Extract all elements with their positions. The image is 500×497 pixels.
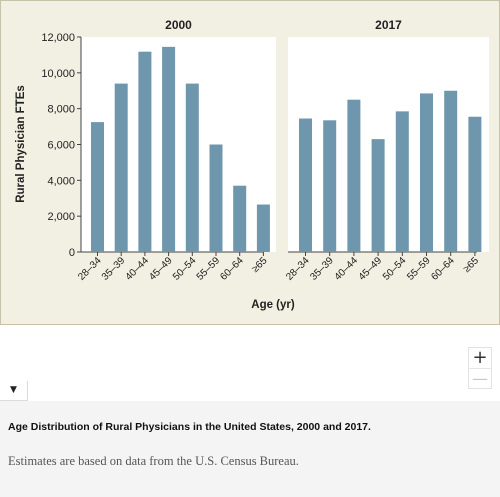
bar-2000-6 [233, 185, 247, 252]
chevron-down-icon: ▼ [10, 385, 17, 395]
caption-panel: Age Distribution of Rural Physicians in … [0, 401, 500, 497]
x-tick-label: 50–54 [381, 255, 409, 283]
y-tick-label: 8,000 [47, 104, 75, 116]
figure-caption-title: Age Distribution of Rural Physicians in … [8, 421, 371, 433]
y-tick-label: 0 [69, 247, 75, 259]
y-axis-title: Rural Physician FTEs [15, 85, 27, 203]
bar-2000-0 [91, 122, 104, 253]
panel-title: 2017 [375, 18, 402, 32]
bar-chart: 0 2,000 4,000 6,000 8,000 10,000 12,000 Rural P… [15, 18, 489, 311]
x-tick-label: 28–34 [284, 255, 312, 283]
x-tick-label: 35–39 [308, 255, 336, 283]
bar-2000-2 [138, 51, 152, 252]
x-tick-label: 28–34 [76, 255, 104, 283]
bar-2017-3 [371, 139, 385, 252]
bar-2017-6 [444, 90, 458, 252]
chart-frame: 0 2,000 4,000 6,000 8,000 10,000 12,000 Rural P… [0, 0, 500, 325]
bar-2000-3 [162, 46, 176, 252]
x-axis-title: Age (yr) [251, 299, 295, 311]
bar-2017-4 [395, 111, 409, 253]
x-tick-label: 40–44 [124, 255, 152, 283]
bar-2017-0 [299, 118, 312, 252]
zoom-out-button[interactable]: — [469, 368, 491, 389]
zoom-in-button[interactable]: + [472, 347, 488, 368]
x-tick-label: 35–39 [100, 255, 128, 283]
bar-2017-5 [420, 93, 433, 252]
x-tick-label: 45–49 [357, 255, 385, 283]
caption-collapse-toggle[interactable]: ▼ [0, 381, 28, 401]
bar-2000-4 [185, 83, 199, 252]
x-tick-label: 55–59 [195, 255, 223, 283]
bar-2000-5 [209, 144, 223, 252]
y-tick-label: 2,000 [47, 211, 75, 223]
bar-2017-1 [323, 120, 337, 252]
x-tick-label: 40–44 [333, 255, 361, 283]
y-tick-label: 10,000 [41, 68, 75, 80]
x-tick-label: 55–59 [405, 255, 433, 283]
bar-2017-2 [347, 99, 361, 252]
zoom-controls: + — [468, 347, 492, 389]
figure-caption-note: Estimates are based on data from the U.S… [8, 454, 299, 468]
bar-2000-1 [114, 83, 128, 252]
x-tick-label: 50–54 [171, 255, 199, 283]
x-tick-label: 45–49 [147, 255, 175, 283]
bar-2000-7 [256, 204, 270, 252]
y-tick-label: 4,000 [47, 175, 75, 187]
x-tick-label: ≥65 [461, 255, 481, 275]
y-tick-label: 6,000 [47, 140, 75, 152]
bar-2017-7 [468, 116, 482, 253]
plot-panel-2000 [81, 37, 276, 252]
y-tick-label: 12,000 [41, 32, 75, 44]
x-tick-label: ≥65 [250, 255, 270, 275]
x-tick-label: 60–64 [218, 255, 246, 283]
x-tick-label: 60–64 [429, 255, 457, 283]
plot-panel-2017 [288, 37, 489, 252]
panel-title: 2000 [165, 18, 192, 32]
